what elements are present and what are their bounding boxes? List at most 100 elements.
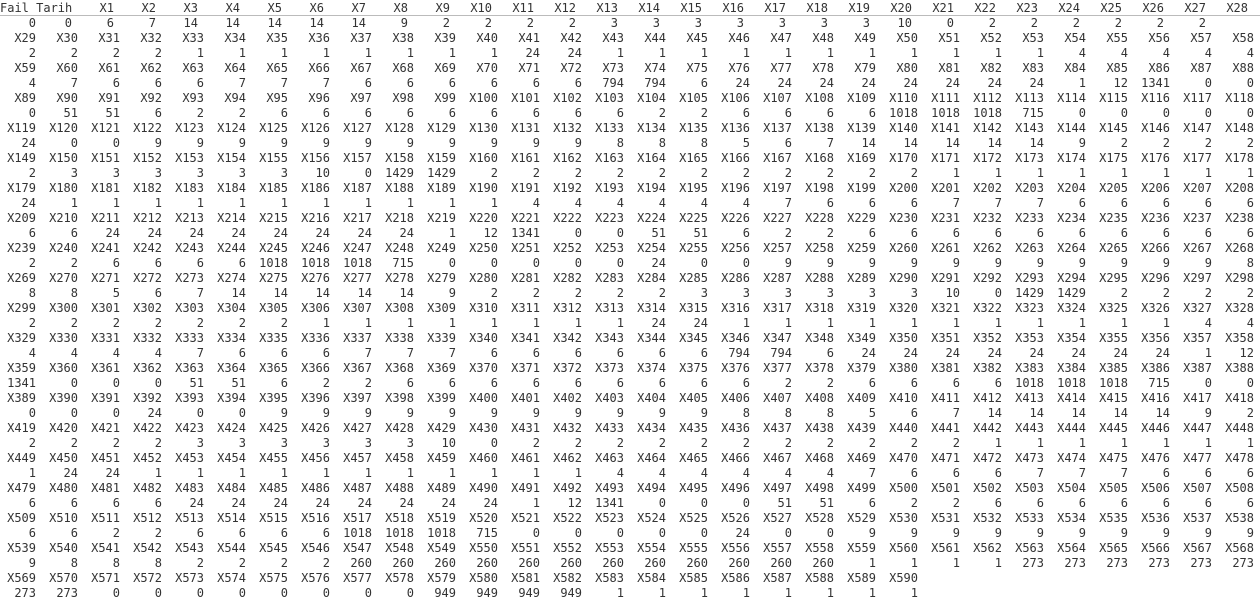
cell-value: 3	[238, 166, 246, 180]
column-label: X89	[14, 91, 36, 105]
cell-value: 2	[70, 316, 78, 330]
cell-value: 2	[868, 436, 876, 450]
cell-value: 260	[476, 556, 498, 570]
column-label: X545	[259, 541, 288, 555]
column-label: X150	[49, 151, 78, 165]
column-label: X334	[217, 331, 246, 345]
cell-value: 260	[770, 556, 792, 570]
column-label: X495	[679, 481, 708, 495]
column-label: X45	[686, 31, 708, 45]
column-label: X212	[133, 211, 162, 225]
column-label: X381	[931, 361, 960, 375]
cell-value: 6	[742, 106, 750, 120]
cell-value: 6	[994, 466, 1002, 480]
table-header-row: X149 X150 X151 X152 X153 X154 X155 X156 X157 X158…	[0, 151, 1260, 166]
column-label: X518	[385, 511, 414, 525]
cell-value: 9	[784, 256, 792, 270]
column-label: X407	[763, 391, 792, 405]
cell-value: 2	[1162, 136, 1170, 150]
cell-value: 949	[434, 586, 456, 600]
column-label: X13	[596, 1, 618, 15]
cell-value: 6	[784, 136, 792, 150]
column-label: X458	[385, 451, 414, 465]
cell-value: 6	[112, 496, 120, 510]
column-label: X373	[595, 361, 624, 375]
cell-value: 6	[490, 346, 498, 360]
table-value-row: 1341 0 0 0 51 51 6 2 2 6 6 6 6 6 6 6 6 6 2 2 6 6 6 6 1018 1018 101…	[0, 376, 1260, 391]
cell-value: 6	[532, 346, 540, 360]
column-label: X494	[637, 481, 666, 495]
column-label: X356	[1141, 331, 1170, 345]
column-label: X569	[7, 571, 36, 585]
cell-value: 7	[784, 196, 792, 210]
cell-value: 0	[238, 406, 246, 420]
column-label: X261	[931, 241, 960, 255]
cell-value: 260	[434, 556, 456, 570]
column-label: X243	[175, 241, 204, 255]
column-label: X90	[56, 91, 78, 105]
cell-value: 2	[658, 106, 666, 120]
column-label: X449	[7, 451, 36, 465]
column-label: X534	[1057, 511, 1086, 525]
cell-value: 6	[238, 346, 246, 360]
cell-value: 1	[784, 46, 792, 60]
column-label: X486	[301, 481, 330, 495]
column-label: X282	[553, 271, 582, 285]
column-label: X546	[301, 541, 330, 555]
cell-value: 0	[406, 586, 414, 600]
cell-value: 1	[490, 196, 498, 210]
cell-value: 2	[826, 226, 834, 240]
column-label: X434	[637, 421, 666, 435]
table-value-row: 2 2 6 6 6 6 1018 1018 1018 715 0 0 0 0 0 24 0 0 9 9 9 9 9 9 9 9 9 9…	[0, 256, 1260, 271]
cell-value: 9	[28, 556, 36, 570]
cell-value: 2	[280, 556, 288, 570]
column-label: X417	[1183, 391, 1212, 405]
column-label: X251	[511, 241, 540, 255]
column-label: X210	[49, 211, 78, 225]
column-label: X557	[763, 541, 792, 555]
cell-value: 14	[1155, 406, 1170, 420]
cell-value: 51	[63, 106, 78, 120]
cell-value: 4	[1078, 46, 1086, 60]
table-value-row: 273 273 0 0 0 0 0 0 0 0 949 949 949 949 1 1 1 1 1 1 1 1	[0, 586, 1260, 601]
cell-value: 6	[910, 376, 918, 390]
column-label: X419	[7, 421, 36, 435]
column-label: X33	[182, 31, 204, 45]
column-label: X577	[343, 571, 372, 585]
column-label: X350	[889, 331, 918, 345]
column-label: X398	[385, 391, 414, 405]
column-label: X34	[224, 31, 246, 45]
cell-value: 1	[1078, 316, 1086, 330]
column-label: X444	[1057, 421, 1086, 435]
column-label: X511	[91, 511, 120, 525]
cell-value: 6	[574, 76, 582, 90]
cell-value: 6	[1078, 196, 1086, 210]
cell-value: 6	[112, 76, 120, 90]
column-label: X65	[266, 61, 288, 75]
column-label: X242	[133, 241, 162, 255]
column-label: X499	[847, 481, 876, 495]
column-label: X439	[847, 421, 876, 435]
column-label: X341	[511, 331, 540, 345]
column-label: X285	[679, 271, 708, 285]
column-label: X365	[259, 361, 288, 375]
column-label: X166	[721, 151, 750, 165]
column-label: X2	[141, 1, 156, 15]
column-label: X63	[182, 61, 204, 75]
cell-value: 1429	[1057, 286, 1086, 300]
column-label: X277	[343, 271, 372, 285]
column-label: X206	[1141, 181, 1170, 195]
cell-value: 2	[658, 286, 666, 300]
cell-value: 1	[1204, 436, 1212, 450]
cell-value: 3	[112, 166, 120, 180]
cell-value: 1	[322, 196, 330, 210]
cell-value: 9	[868, 256, 876, 270]
cell-value: 6	[490, 106, 498, 120]
column-label: X524	[637, 511, 666, 525]
column-label: X18	[806, 1, 828, 15]
cell-value: 0	[1246, 76, 1254, 90]
cell-value: 9	[1204, 526, 1212, 540]
column-label: X291	[931, 271, 960, 285]
cell-value: 1	[826, 316, 834, 330]
column-label: X576	[301, 571, 330, 585]
